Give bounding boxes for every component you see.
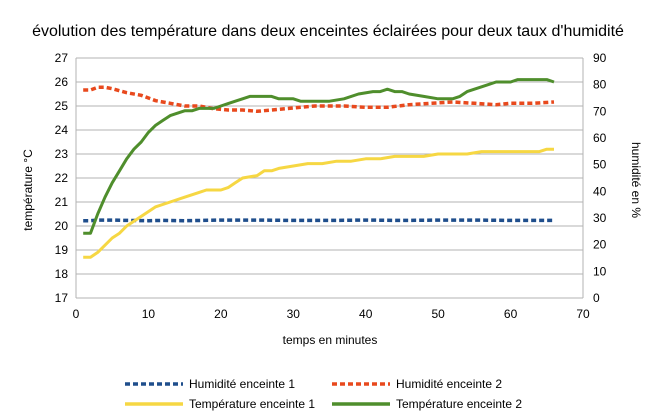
y-left-tick-label: 22 [55,171,69,185]
y-right-tick-label: 90 [593,51,607,65]
y-right-tick-label: 50 [593,158,607,172]
x-axis-ticks: 0 10 20 30 40 50 60 70 [73,307,590,321]
x-tick-label: 30 [287,307,301,321]
y-axis-left-ticks: 17 18 19 20 21 22 23 24 25 26 27 [55,51,69,305]
y-right-tick-label: 70 [593,104,607,118]
y-right-tick-label: 30 [593,211,607,225]
y-right-tick-label: 0 [593,291,600,305]
y-right-tick-label: 80 [593,78,607,92]
plot-area [75,58,584,298]
y-left-tick-label: 27 [55,51,69,65]
chart-title: évolution des température dans deux ence… [32,23,624,40]
y-left-tick-label: 25 [55,99,69,113]
legend: Humidité enceinte 1 Humidité enceinte 2 Te… [125,377,522,411]
x-tick-label: 40 [359,307,373,321]
y-right-tick-label: 40 [593,184,607,198]
y-right-tick-label: 20 [593,238,607,252]
series-line [83,147,554,259]
y-left-tick-label: 26 [55,75,69,89]
x-tick-label: 10 [142,307,156,321]
y-right-tick-label: 10 [593,264,607,278]
legend-label: Température enceinte 1 [189,397,315,411]
x-tick-label: 60 [504,307,518,321]
y-left-tick-label: 20 [55,219,69,233]
y-right-tick-label: 60 [593,131,607,145]
x-tick-label: 0 [73,307,80,321]
series-lines [83,78,555,259]
y-axis-right-ticks: 0 10 20 30 40 50 60 70 80 90 [593,51,607,305]
y-left-tick-label: 18 [55,267,69,281]
legend-label: Humidité enceinte 1 [189,377,295,391]
y-axis-right-label: humidité en % [629,142,643,218]
x-tick-label: 70 [576,307,590,321]
gridlines [76,57,583,299]
y-left-tick-label: 19 [55,243,69,257]
x-tick-label: 20 [214,307,228,321]
y-axis-left-label: température °C [21,149,35,231]
x-axis-label: temps en minutes [283,333,378,347]
y-left-tick-label: 23 [55,147,69,161]
y-left-tick-label: 17 [55,291,69,305]
x-tick-label: 50 [431,307,445,321]
series-line [83,85,555,114]
legend-label: Humidité enceinte 2 [396,377,502,391]
series-line [83,78,555,235]
y-left-tick-label: 24 [55,123,69,137]
legend-label: Température enceinte 2 [396,397,522,411]
y-left-tick-label: 21 [55,195,69,209]
series-line [83,218,554,223]
